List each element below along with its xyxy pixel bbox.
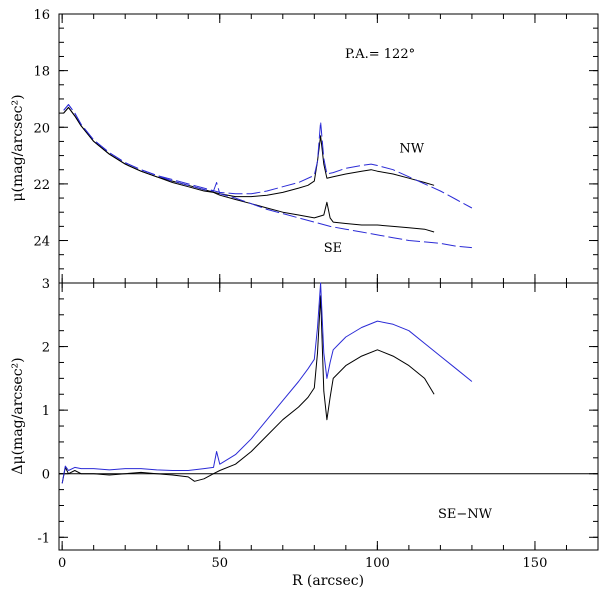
top-series-nw: [63, 106, 435, 198]
bottom-ytick-label: 0: [42, 468, 50, 483]
bottom-panel-ticks: -1 0 1 2 3 0 50 100 150: [37, 277, 599, 571]
bottom-ytick-label: 3: [42, 277, 50, 292]
bottom-panel-series: [59, 282, 598, 484]
top-ytick-label: 18: [33, 65, 50, 80]
bottom-ytick-label: 1: [42, 404, 50, 419]
xtick-label: 150: [523, 556, 548, 571]
top-ytick-label: 20: [33, 121, 50, 136]
bottom-series-se-nw: [61, 295, 435, 484]
top-series-se-model: [63, 104, 472, 249]
xtick-label: 100: [365, 556, 390, 571]
bottom-ytick-label: -1: [37, 531, 50, 546]
bottom-panel-frame: [58, 282, 599, 551]
top-ytick-label: 16: [33, 8, 50, 23]
top-ytick-label: 22: [33, 178, 50, 193]
top-series-se: [63, 106, 435, 233]
top-ytick-label: 24: [33, 235, 50, 250]
bottom-y-axis-title: Δμ(mag/arcsec²): [10, 357, 26, 474]
se-nw-annotation: SE−NW: [438, 507, 493, 522]
bottom-series-se-nw-model: [61, 282, 473, 484]
top-panel-ticks: 16 18 20 22 24: [33, 8, 599, 284]
top-y-axis-title: μ(mag/arcsec²): [10, 94, 26, 201]
top-panel-series: [63, 104, 473, 249]
bottom-ytick-label: 2: [42, 341, 50, 356]
xtick-label: 0: [58, 556, 66, 571]
pa-annotation: P.A.= 122°: [345, 47, 415, 62]
se-label: SE: [324, 241, 342, 256]
xtick-label: 50: [211, 556, 228, 571]
x-axis-title: R (arcsec): [292, 573, 364, 589]
nw-label: NW: [399, 142, 424, 157]
